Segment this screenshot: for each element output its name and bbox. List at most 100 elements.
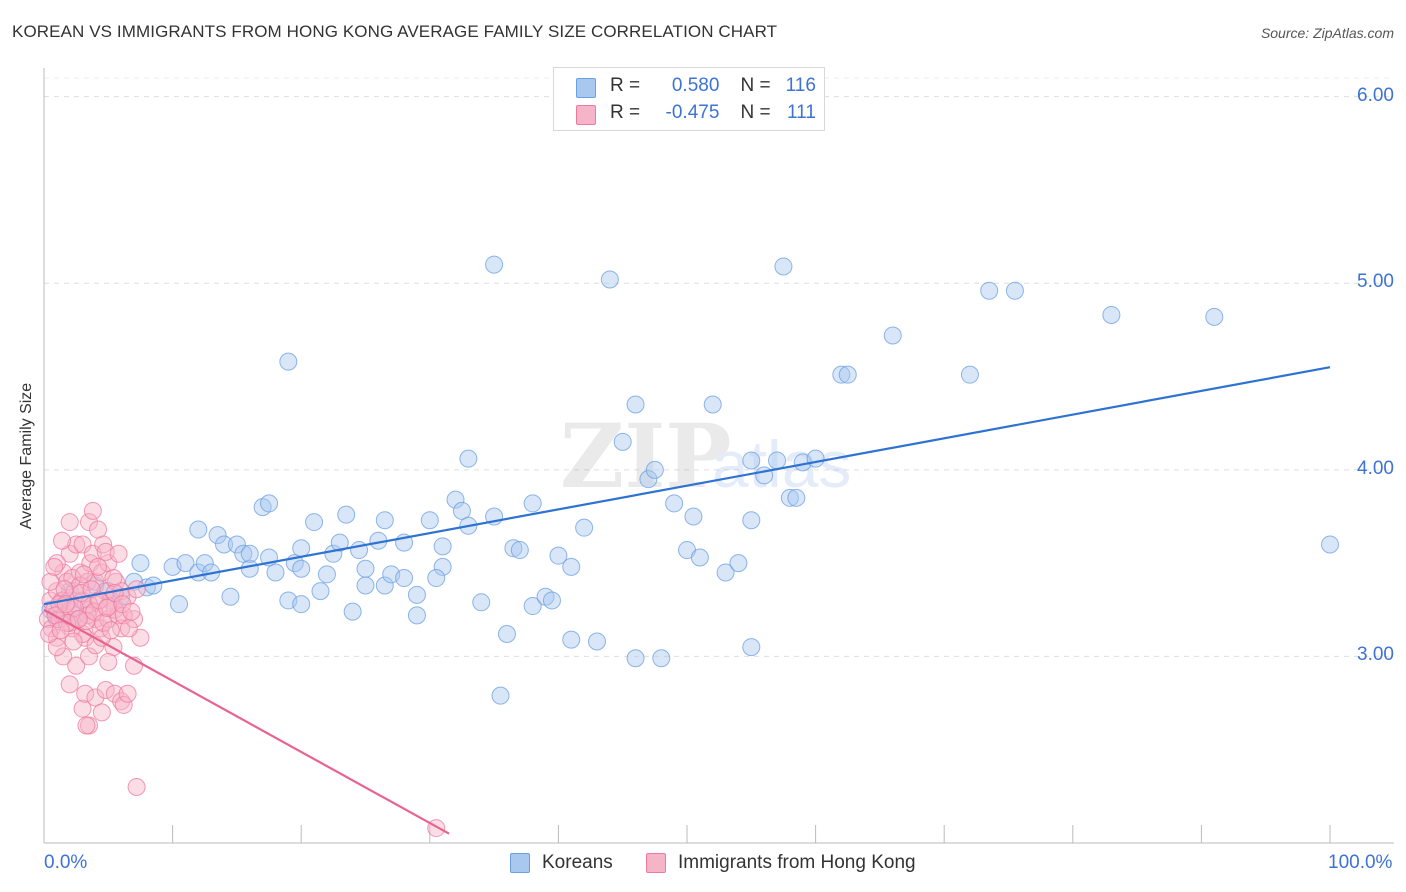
- hong-kong-point-46: [73, 699, 92, 718]
- korean-point-26: [240, 544, 259, 563]
- n-value-hong-kong: 111: [787, 102, 816, 123]
- hong-kong-point-50: [86, 688, 105, 707]
- korean-point-87: [703, 395, 722, 414]
- korean-point-79: [626, 649, 645, 668]
- korean-point-66: [504, 539, 523, 558]
- korean-point-93: [768, 451, 787, 470]
- y-tick-label-2: 5.00: [1357, 271, 1394, 293]
- korean-point-78: [626, 395, 645, 414]
- hong-kong-point-86: [45, 557, 64, 576]
- hong-kong-point-92: [94, 613, 113, 632]
- hong-kong-trend-line: [43, 608, 450, 835]
- r-value-koreans: 0.580: [671, 75, 720, 96]
- hong-kong-point-77: [104, 569, 123, 588]
- hong-kong-point-85: [53, 531, 72, 550]
- korean-point-45: [356, 559, 375, 578]
- korean-point-77: [613, 432, 632, 451]
- korean-point-21: [215, 535, 234, 554]
- chart-title: KOREAN VS IMMIGRANTS FROM HONG KONG AVER…: [12, 22, 778, 41]
- legend-swatch-koreans: [576, 78, 596, 98]
- watermark: ZIP atlas: [560, 404, 851, 508]
- korean-point-86: [690, 548, 709, 567]
- korean-point-110: [562, 630, 581, 649]
- hong-kong-point-47: [76, 684, 95, 703]
- korean-point-42: [343, 602, 362, 621]
- hong-kong-point-53: [99, 653, 118, 672]
- hong-kong-point-100: [74, 565, 93, 584]
- n-label: N =: [740, 102, 771, 123]
- hong-kong-point-52: [96, 681, 115, 699]
- korean-point-50: [395, 569, 414, 588]
- korean-point-35: [292, 539, 311, 558]
- r-label: R =: [610, 75, 641, 96]
- svg-text:atlas: atlas: [712, 427, 851, 501]
- hong-kong-point-106: [122, 602, 141, 621]
- korean-point-88: [716, 563, 735, 582]
- hong-kong-point-98: [64, 632, 83, 651]
- hong-kong-point-20: [73, 535, 92, 554]
- r-value-hong-kong: -0.475: [665, 102, 720, 123]
- hong-kong-point-105: [113, 595, 132, 614]
- korean-point-22: [227, 535, 246, 554]
- hong-kong-point-45: [67, 656, 86, 675]
- korean-point-83: [665, 494, 684, 513]
- korean-point-69: [523, 597, 542, 616]
- korean-point-47: [375, 511, 394, 530]
- korean-point-61: [459, 449, 478, 468]
- korean-point-75: [587, 632, 606, 651]
- korean-point-40: [330, 533, 349, 552]
- bottom-legend-label-koreans: Koreans: [542, 852, 613, 873]
- hong-kong-point-75: [89, 557, 108, 576]
- koreans-points: [41, 255, 1339, 705]
- korean-point-104: [1005, 281, 1024, 300]
- y-tick-label-3: 6.00: [1357, 84, 1394, 106]
- korean-point-30: [266, 563, 285, 582]
- x-tick-min: 0.0%: [44, 852, 88, 873]
- hong-kong-point-96: [51, 621, 70, 640]
- bottom-legend-swatch-hong-kong: [646, 853, 666, 873]
- hong-kong-point-60: [125, 610, 144, 629]
- korean-point-38: [317, 565, 336, 584]
- korean-point-98: [806, 449, 825, 468]
- korean-point-15: [176, 554, 195, 573]
- korean-point-53: [407, 606, 426, 625]
- korean-point-99: [832, 365, 851, 384]
- korean-point-14: [170, 595, 189, 614]
- korean-point-91: [742, 451, 761, 470]
- hong-kong-point-16: [67, 535, 86, 554]
- korean-point-64: [485, 255, 504, 274]
- hong-kong-point-57: [118, 684, 137, 703]
- korean-point-100: [838, 365, 857, 384]
- hong-kong-point-83: [89, 520, 108, 539]
- svg-text:ZIP: ZIP: [560, 404, 732, 508]
- hong-kong-point-103: [98, 598, 117, 617]
- korean-point-94: [774, 257, 793, 276]
- korean-point-34: [279, 352, 298, 371]
- korean-point-106: [1205, 307, 1224, 326]
- korean-point-48: [375, 576, 394, 595]
- korean-point-62: [472, 593, 491, 612]
- korean-point-107: [1321, 535, 1339, 554]
- hong-kong-point-84: [60, 513, 79, 532]
- korean-point-20: [208, 526, 227, 545]
- correlation-legend: R = 0.580 N = 116 R = -0.475 N = 111: [553, 67, 825, 131]
- hong-kong-point-94: [40, 625, 59, 644]
- korean-point-111: [292, 595, 311, 614]
- korean-point-73: [562, 557, 581, 576]
- korean-point-80: [639, 470, 658, 489]
- koreans-trend-line: [43, 366, 1331, 606]
- korean-point-33: [292, 559, 311, 578]
- korean-point-54: [420, 511, 439, 530]
- hong-kong-point-108: [127, 778, 146, 797]
- korean-point-95: [780, 488, 799, 507]
- korean-point-101: [883, 326, 902, 345]
- korean-point-82: [652, 649, 671, 668]
- korean-point-36: [305, 513, 324, 532]
- korean-point-109: [491, 686, 510, 705]
- hong-kong-point-99: [69, 610, 88, 629]
- hong-kong-point-87: [55, 580, 74, 599]
- korean-point-65: [497, 625, 516, 644]
- hong-kong-point-56: [114, 695, 133, 714]
- x-tick-max: 100.0%: [1328, 852, 1393, 873]
